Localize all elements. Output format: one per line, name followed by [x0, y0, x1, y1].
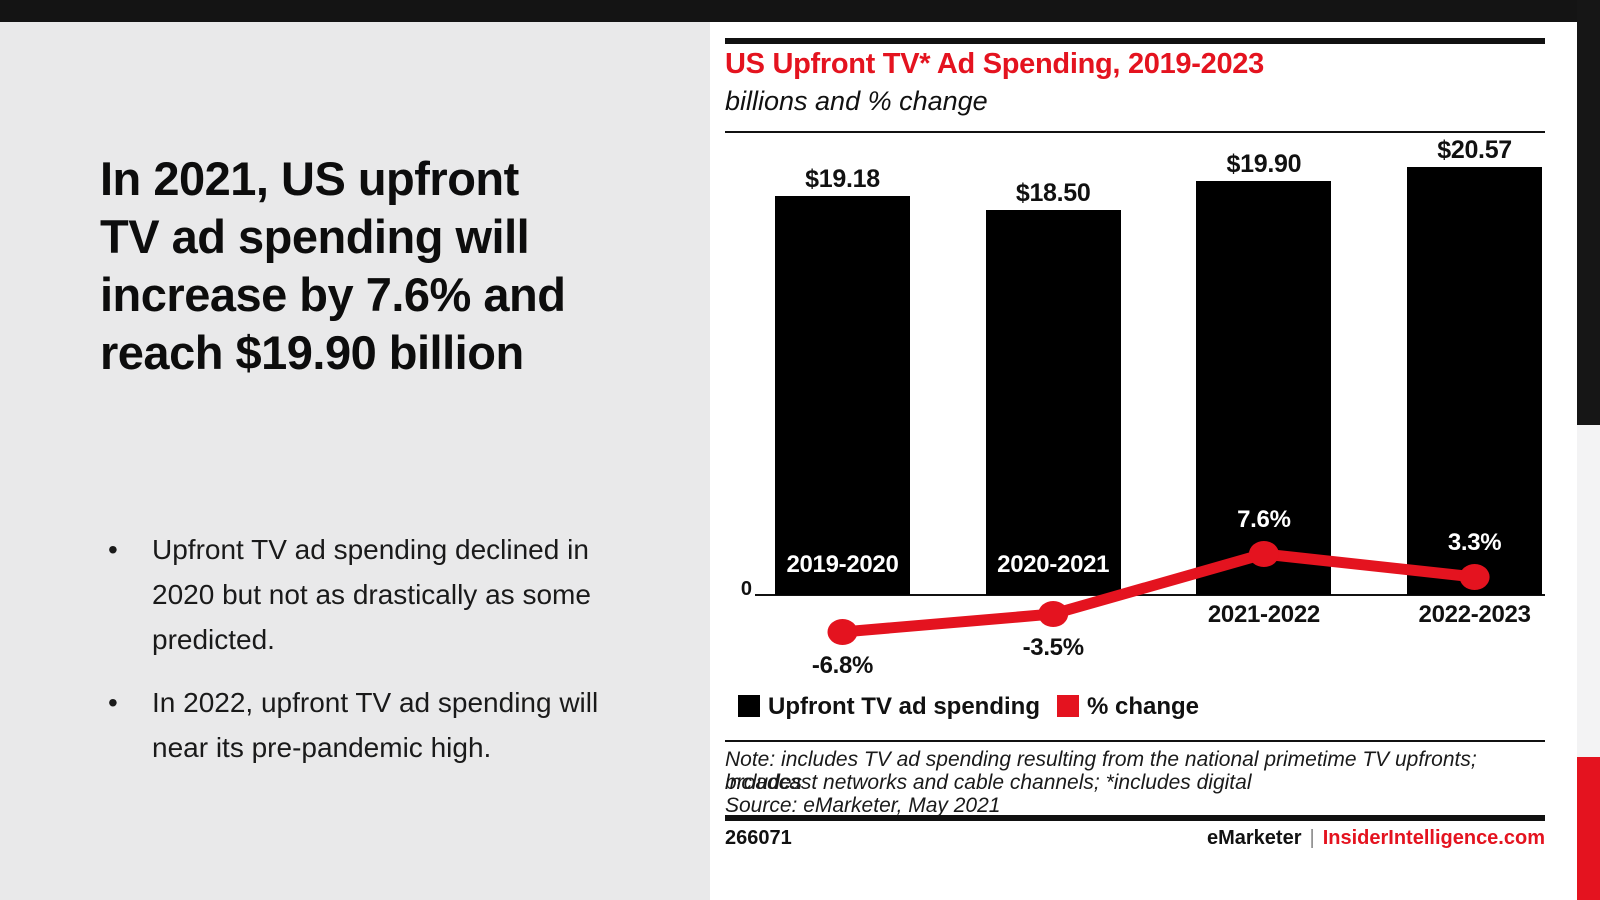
note-line: broadcast networks and cable channels; *… [725, 771, 1252, 794]
pct-label-2020-2021: -3.5% [1022, 634, 1085, 661]
footer-separator: | [1309, 827, 1315, 849]
bar-2019-2020 [775, 196, 910, 595]
pct-label-2019-2020: -6.8% [811, 652, 874, 679]
title-top-rule [725, 38, 1545, 44]
category-label-2019-2020: 2019-2020 [786, 551, 899, 578]
title-bottom-rule [725, 131, 1545, 133]
headline-line: TV ad spending will [100, 210, 530, 263]
slide-text-panel: In 2021, US upfront TV ad spending will … [0, 22, 710, 900]
y-axis-zero-label: 0 [740, 578, 752, 600]
legend-label-bars: Upfront TV ad spending [768, 693, 1040, 720]
footer-top-rule [725, 815, 1545, 821]
pct-label-2021-2022: 7.6% [1237, 506, 1291, 533]
category-label-2022-2023: 2022-2023 [1418, 601, 1531, 628]
bar-value-label: $19.18 [805, 165, 880, 193]
bar-2022-2023 [1407, 167, 1543, 595]
bullet-text: In 2022, upfront TV ad spending will nea… [152, 687, 599, 763]
emarketer-logo-text: eMarketer [1206, 827, 1302, 849]
category-label-2020-2021: 2020-2021 [997, 551, 1110, 578]
bar-value-label: $19.90 [1226, 150, 1302, 178]
note-line: Source: eMarketer, May 2021 [725, 794, 1001, 817]
chart-panel: US Upfront TV* Ad Spending, 2019-2023 bi… [710, 22, 1577, 900]
bullet-dot: • [108, 687, 118, 718]
bar-value-label: $20.57 [1437, 136, 1512, 164]
note-line: Note: includes TV ad spending resulting … [725, 748, 1477, 794]
pct-label-2022-2023: 3.3% [1447, 529, 1502, 556]
bullet-item: • In 2022, upfront TV ad spending will n… [108, 680, 618, 770]
headline-line: reach $19.90 billion [100, 326, 524, 379]
bar-2021-2022 [1196, 181, 1332, 595]
legend-swatch-bars [738, 695, 760, 717]
chart-id: 266071 [725, 827, 792, 849]
headline-line: In 2021, US upfront [100, 152, 519, 205]
bar-value-label: $18.50 [1015, 179, 1091, 207]
bullet-dot: • [108, 534, 118, 565]
chart-title: US Upfront TV* Ad Spending, 2019-2023 [725, 48, 1264, 80]
footer-brand-row: eMarketer | InsiderIntelligence.com [725, 827, 1545, 850]
chart-subtitle: billions and % change [725, 86, 988, 116]
legend-label-line: % change [1087, 693, 1200, 720]
right-edge-black-strip [1577, 0, 1600, 425]
bar-2020-2021 [985, 210, 1121, 595]
bullet-item: • Upfront TV ad spending declined in 202… [108, 527, 618, 662]
insider-intelligence-link[interactable]: InsiderIntelligence.com [1322, 827, 1545, 849]
headline-line: increase by 7.6% and [100, 268, 566, 321]
right-edge-red-strip [1577, 757, 1600, 900]
legend-swatch-line [1057, 695, 1079, 717]
category-label-2021-2022: 2021-2022 [1207, 601, 1320, 628]
slide-headline: In 2021, US upfront TV ad spending will … [100, 150, 660, 382]
bullet-text: Upfront TV ad spending declined in 2020 … [152, 534, 591, 655]
right-edge-gray-strip [1577, 425, 1600, 757]
note-top-rule [725, 740, 1545, 742]
top-black-bar [0, 0, 1600, 22]
